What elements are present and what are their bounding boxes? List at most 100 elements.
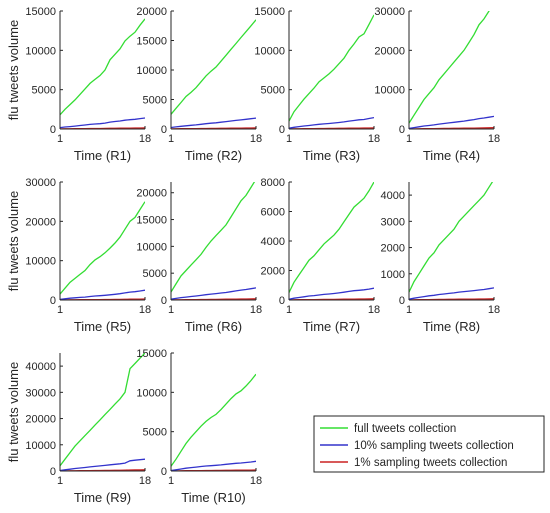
y-tick-label: 20000 [136,6,167,18]
x-axis-label: Time (R6) [185,319,242,334]
panel-9: 0 10000 20000 30000 40000 1 18 Time (R9) flu twe… [6,353,151,505]
y-tick-label: 0 [50,466,56,478]
y-tick-label: 15000 [136,215,167,227]
y-tick-label: 30000 [374,6,405,18]
x-axis-label: Time (R7) [303,319,360,334]
x-tick-label: 18 [139,133,151,145]
y-tick-label: 20000 [374,45,405,57]
y-tick-label: 5000 [32,85,56,97]
y-axis-label: flu tweets volume [6,20,21,120]
x-tick-label: 1 [406,304,412,316]
panel-8: 0 1000 2000 3000 4000 1 18 Time (R8) [381,182,500,334]
y-tick-label: 3000 [381,216,405,228]
x-tick-label: 18 [250,133,262,145]
y-tick-label: 30000 [25,387,56,399]
panel-6: 0 5000 10000 15000 20000 1 18 Time (R6) [136,182,262,334]
y-tick-label: 0 [161,124,167,136]
series-lines [60,201,145,300]
series-line-full [289,14,374,122]
y-tick-label: 4000 [261,236,285,248]
series-line-full [409,11,490,124]
panel-1: 0 5000 10000 15000 1 18 Time (R1) flu tweets vo… [6,6,151,163]
series-line-s10 [60,289,145,300]
x-axis-label: Time (R10) [181,490,246,505]
y-tick-label: 0 [279,295,285,307]
y-tick-label: 30000 [25,177,56,189]
panel-4: 0 10000 20000 30000 1 18 Time (R4) [374,6,500,163]
y-tick-label: 20000 [136,188,167,200]
y-tick-label: 15000 [136,348,167,360]
series-line-full [60,353,145,467]
x-tick-label: 1 [168,304,174,316]
y-tick-label: 10000 [136,241,167,253]
y-tick-label: 10000 [25,440,56,452]
x-tick-label: 18 [250,304,262,316]
y-tick-label: 0 [161,295,167,307]
y-tick-label: 10000 [136,65,167,77]
series-line-full [171,19,256,115]
x-tick-label: 1 [168,475,174,487]
x-tick-label: 1 [168,133,174,145]
series-line-full [409,182,494,293]
series-lines [171,373,256,471]
y-tick-label: 0 [50,295,56,307]
x-tick-label: 1 [57,133,63,145]
x-axis-label: Time (R1) [74,148,131,163]
y-tick-label: 10000 [25,45,56,57]
y-tick-label: 0 [279,124,285,136]
series-lines [289,14,374,129]
y-tick-label: 0 [50,124,56,136]
series-lines [171,19,256,129]
series-line-s10 [409,287,494,300]
series-lines [289,182,374,300]
x-axis-label: Time (R4) [423,148,480,163]
legend-label-s1: 1% sampling tweets collection [354,457,507,469]
y-axis-label: flu tweets volume [6,362,21,462]
y-tick-label: 10000 [136,387,167,399]
y-tick-label: 5000 [261,85,285,97]
x-axis-label: Time (R5) [74,319,131,334]
series-line-full [60,201,145,295]
series-line-s10 [289,116,374,129]
y-tick-label: 1000 [381,269,405,281]
series-line-s10 [289,287,374,300]
y-tick-label: 15000 [136,36,167,48]
x-tick-label: 18 [250,475,262,487]
x-tick-label: 18 [488,133,500,145]
series-line-s10 [60,117,145,129]
series-lines [409,182,494,300]
y-tick-label: 5000 [143,95,167,107]
x-tick-label: 1 [406,133,412,145]
series-line-s10 [171,460,256,471]
x-axis-label: Time (R8) [423,319,480,334]
y-tick-label: 5000 [143,268,167,280]
legend-box [313,415,545,473]
y-tick-label: 0 [399,124,405,136]
series-line-full [289,182,374,293]
y-tick-label: 20000 [25,414,56,426]
x-tick-label: 18 [368,304,380,316]
legend-label-s10: 10% sampling tweets collection [354,440,514,452]
panel-3: 0 5000 10000 15000 1 18 Time (R3) [254,6,380,163]
y-tick-label: 6000 [261,207,285,219]
y-tick-label: 2000 [261,266,285,278]
y-tick-label: 40000 [25,361,56,373]
series-line-s10 [60,458,145,471]
panel-10: 0 5000 10000 15000 1 18 Time (R10) [136,348,262,505]
x-axis-label: Time (R3) [303,148,360,163]
x-tick-label: 18 [139,304,151,316]
x-tick-label: 18 [368,133,380,145]
series-lines [60,18,145,129]
x-axis-label: Time (R2) [185,148,242,163]
series-lines [171,182,256,300]
x-tick-label: 1 [286,133,292,145]
y-tick-label: 20000 [25,216,56,228]
series-line-s10 [171,117,256,129]
y-tick-label: 2000 [381,243,405,255]
series-lines [60,353,145,471]
x-tick-label: 1 [286,304,292,316]
y-tick-label: 10000 [25,256,56,268]
panel-5: 0 10000 20000 30000 1 18 Time (R5) flu tweets v… [6,177,151,334]
legend: full tweets collection 10% sampling tweet… [313,415,545,473]
